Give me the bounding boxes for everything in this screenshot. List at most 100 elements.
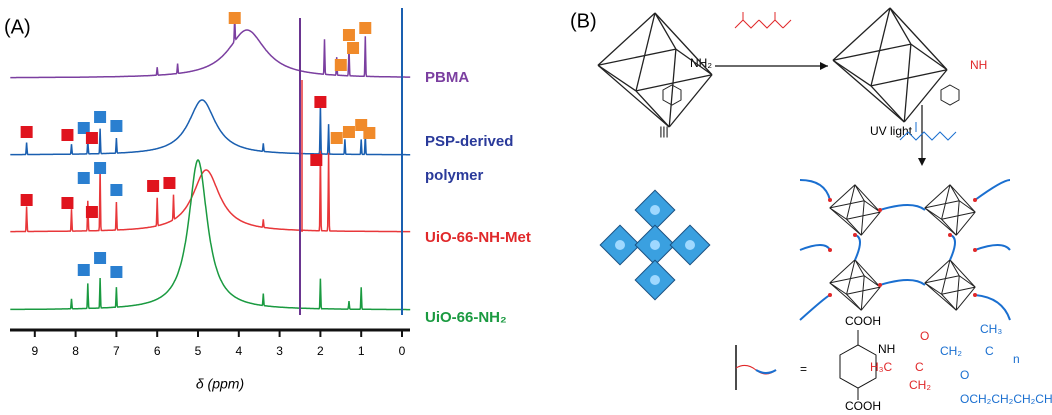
cluster-node [650,240,660,250]
assignment-marker [94,162,107,174]
tick-label: 5 [195,344,202,358]
octahedron-edge [829,282,862,311]
assignment-marker [61,129,74,141]
octahedron-edge [924,207,957,236]
octahedron-edge [924,200,960,209]
octahedron-edge [597,64,637,92]
polymer-chain [799,294,831,321]
octahedron-edge [955,211,976,236]
atom: CH₂ [909,378,931,392]
octahedron-edge [949,184,976,213]
assignment-marker [110,120,123,132]
octahedron-edge [597,64,670,128]
assignment-marker [61,197,74,209]
arrow-head [918,158,926,166]
assignment-marker [20,126,33,138]
octahedron-edge [635,12,656,92]
atom: NH [878,342,895,356]
spectrum-label: UiO-66-NH₂ [425,309,507,326]
tick-label: 2 [317,344,324,358]
octahedron-edge [924,275,960,284]
assignment-marker [110,184,123,196]
octahedron-edge [863,275,881,288]
polymer-chain [879,204,926,211]
octahedron-edge [654,12,677,50]
octahedron-edge [941,218,957,236]
assignment-marker [163,177,176,189]
crosslink [828,248,832,252]
amide: NH [970,58,987,72]
octahedron-edge [854,184,865,202]
atom: n [1013,352,1020,366]
octahedron-edge [910,43,948,71]
octahedron-edge [829,184,856,209]
assignment-marker [342,126,355,138]
octahedron-edge [846,211,881,220]
octahedron-edge [854,184,881,213]
assignment-marker [363,127,376,139]
panel-label: (B) [570,10,597,32]
octahedron-edge [832,43,912,61]
tick-label: 3 [276,344,283,358]
octahedron-edge [832,7,891,61]
axis-label: δ (ppm) [196,376,244,392]
octahedron-edge [941,184,951,220]
spectrum [10,15,411,79]
assignment-marker [85,206,98,218]
octahedron-edge [832,59,872,87]
assignment-marker [147,180,160,192]
cluster-node [615,240,625,250]
assignment-marker [330,132,343,144]
octahedron-edge [675,48,713,76]
cluster-node [650,205,660,215]
spectrum-label: PBMA [425,69,469,86]
polymer-chain [974,294,1011,321]
tick-label: 9 [31,344,38,358]
octahedron-edge [955,275,960,311]
cluster-node [685,240,695,250]
assignment-marker [94,252,107,264]
atom: COOH [845,314,881,328]
octahedron-edge [955,286,976,311]
polymer-chain [974,244,1011,251]
octahedron-edge [635,90,670,128]
reagent [734,12,792,29]
tick-label: 7 [113,344,120,358]
assignment-marker [342,29,355,41]
tick-label: 6 [154,344,161,358]
spectrum [10,99,411,156]
octahedron-edge [846,259,856,295]
octahedron-edge [863,200,881,213]
crosslink [973,198,977,202]
uv-label: UV light [870,124,913,138]
assignment-marker [77,264,90,276]
assignment-marker [359,22,372,34]
crosslink [828,198,832,202]
atom: COOH [845,399,881,413]
octahedron-edge [903,44,912,123]
octahedron-edge [846,218,862,236]
arrow-head [820,62,828,70]
octahedron-edge [635,74,713,92]
assignment-marker [310,154,323,166]
crosslink [828,293,832,297]
octahedron-edge [668,49,677,128]
octahedron-edge [941,211,976,220]
crosslink [878,208,882,212]
octahedron-edge [941,293,957,311]
octahedron-edge [829,200,865,209]
octahedron-edge [854,259,865,277]
atom: C [915,360,924,374]
octahedron-edge [889,7,948,71]
assignment-marker [85,132,98,144]
octahedron-edge [832,59,905,123]
spectrum-label: PSP-derived [425,133,513,150]
octahedron-edge [949,184,960,202]
panel-label: (A) [4,16,31,38]
polymer-chain [974,179,1011,201]
octahedron-edge [846,286,881,295]
polymer-chain [854,234,861,261]
octahedron-edge [829,207,847,220]
spectrum-label: polymer [425,167,484,184]
